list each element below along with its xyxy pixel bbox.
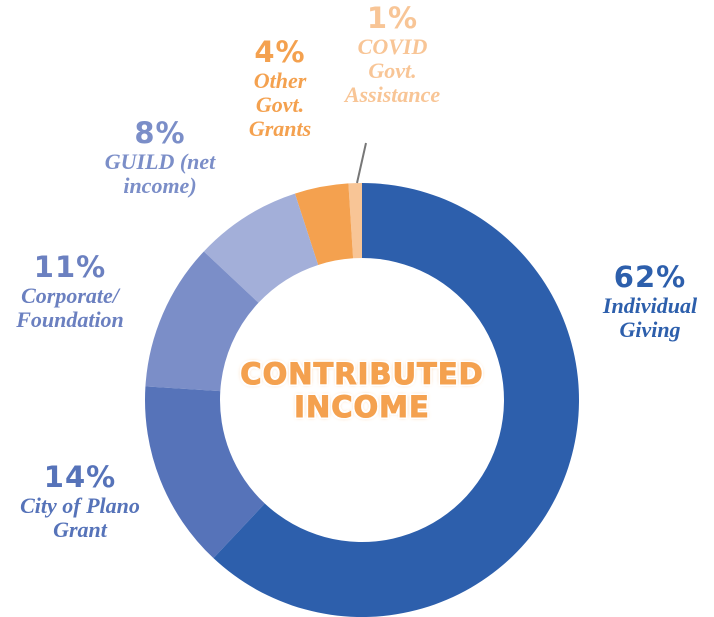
value-label: 62% xyxy=(613,260,687,294)
slice-label: 8% GUILD (net income) xyxy=(85,116,235,199)
value-label: 1% xyxy=(366,1,419,35)
value-label: 4% xyxy=(254,35,306,69)
leader-line xyxy=(356,142,367,184)
donut-slice xyxy=(348,183,362,259)
value-label: 14% xyxy=(43,460,117,494)
slice-label: 11% Corporate/ Foundation xyxy=(0,250,140,333)
donut-slice xyxy=(203,193,319,303)
slice-label: 1% COVID Govt. Assistance xyxy=(335,1,450,108)
category-label: Individual Giving xyxy=(602,292,698,343)
value-label: 11% xyxy=(33,250,107,284)
category-label: Corporate/ Foundation xyxy=(16,282,124,333)
category-label: COVID Govt. Assistance xyxy=(344,33,441,108)
category-label: GUILD (net income) xyxy=(104,148,216,199)
donut-slice xyxy=(145,386,265,559)
donut-slice xyxy=(145,251,259,392)
category-label: Other Govt. Grants xyxy=(248,67,312,142)
slice-label: 14% City of Plano Grant xyxy=(0,460,160,543)
slice-label: 62% Individual Giving xyxy=(585,260,714,343)
donut-slice xyxy=(213,183,580,617)
donut-slice xyxy=(294,183,354,265)
category-label: City of Plano Grant xyxy=(20,492,140,543)
value-label: 8% xyxy=(134,116,186,150)
center-label: CONTRIBUTED INCOME xyxy=(240,357,484,425)
slice-label: 4% Other Govt. Grants xyxy=(240,35,320,142)
